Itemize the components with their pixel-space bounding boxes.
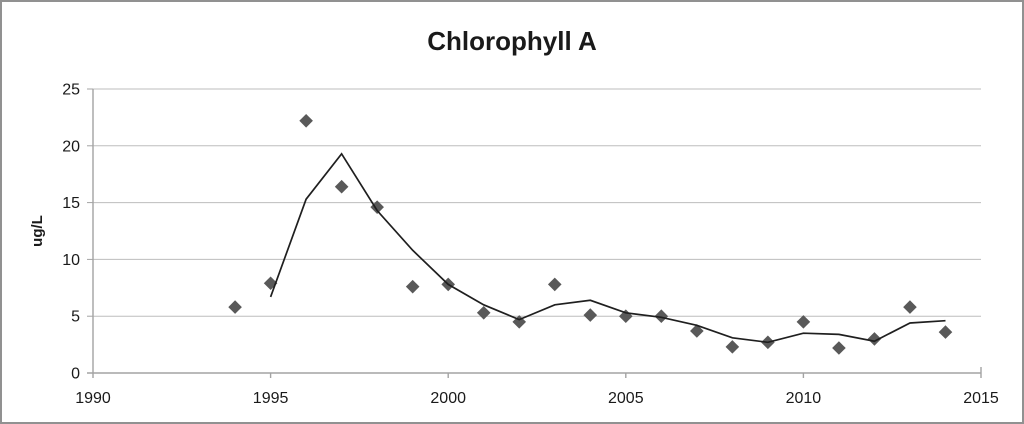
scatter-point: [299, 114, 313, 128]
x-tick-label: 2010: [786, 390, 822, 407]
y-tick-label: 15: [62, 195, 80, 212]
x-tick-label: 2000: [430, 390, 466, 407]
scatter-point: [547, 277, 562, 292]
scatter-point: [832, 341, 846, 355]
scatter-point: [725, 340, 740, 354]
x-tick-label: 1995: [253, 390, 289, 407]
y-tick-label: 10: [62, 252, 80, 269]
scatter-point: [334, 179, 349, 194]
scatter-point: [370, 200, 384, 214]
scatter-point: [796, 315, 811, 329]
scatter-point: [228, 300, 242, 314]
x-tick-label: 1990: [75, 390, 111, 407]
y-tick-label: 0: [71, 366, 80, 383]
scatter-point: [903, 300, 917, 314]
chart-title: Chlorophyll A: [427, 26, 597, 56]
scatter-point: [654, 309, 669, 323]
y-tick-label: 5: [71, 309, 80, 326]
scatter-point: [583, 308, 598, 322]
x-tick-label: 2015: [963, 390, 999, 407]
scatter-point: [405, 279, 420, 294]
scatter-point: [476, 305, 491, 320]
scatter-point: [867, 332, 882, 346]
y-axis-title: ug/L: [29, 215, 46, 247]
x-tick-label: 2005: [608, 390, 644, 407]
scatter-point: [690, 324, 704, 338]
y-tick-label: 25: [62, 82, 80, 99]
scatter-point: [512, 315, 527, 329]
scatter-point: [938, 325, 953, 339]
y-tick-label: 20: [62, 138, 80, 155]
trend-line: [269, 152, 946, 344]
